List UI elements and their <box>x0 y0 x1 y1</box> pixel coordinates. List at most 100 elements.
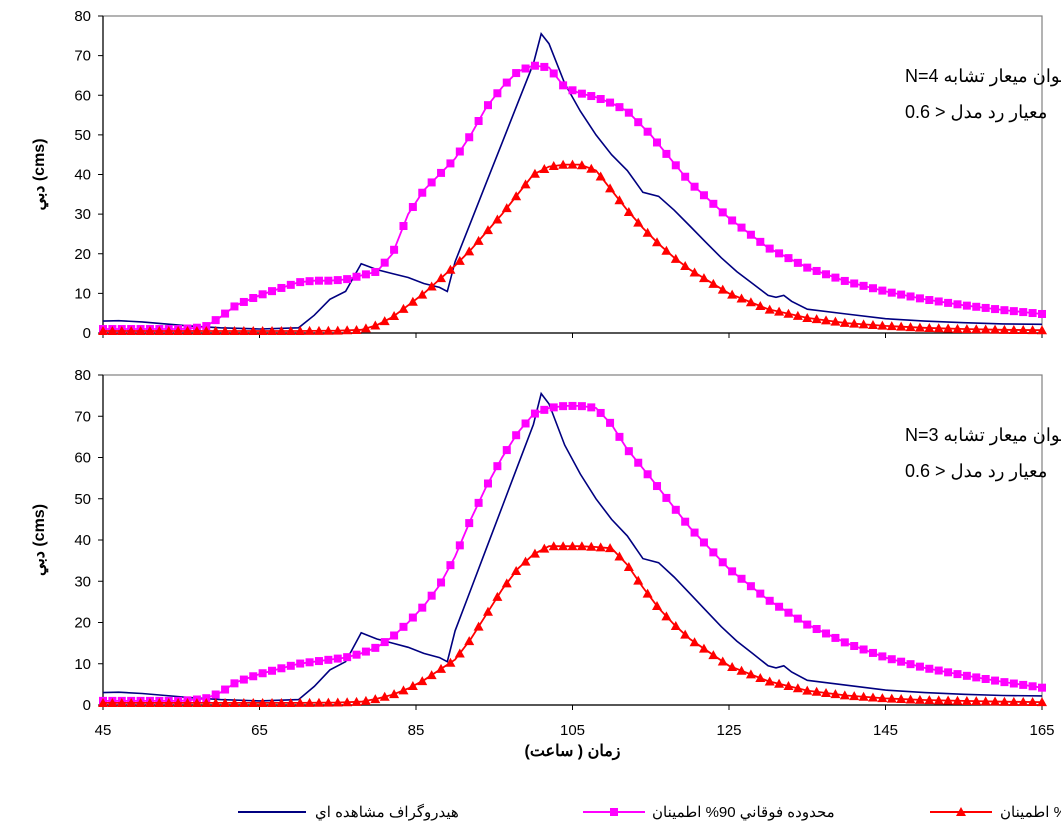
series-point <box>1009 679 1018 688</box>
series-point <box>690 182 699 191</box>
series-point <box>868 284 877 293</box>
series-point <box>699 538 708 547</box>
series-point <box>107 326 118 336</box>
series-point <box>953 300 962 309</box>
series-point <box>239 675 248 684</box>
series-point <box>313 697 324 707</box>
y-tick-label: 0 <box>83 325 91 342</box>
series-point <box>690 528 699 537</box>
series-point <box>390 245 399 254</box>
series-point <box>897 657 906 666</box>
series-point <box>333 276 342 285</box>
chart-panel-2: 0 10 20 30 40 50 60 70 80 45 65 85 105 125 145 165 دبي (… <box>31 367 1061 761</box>
series-point <box>502 78 511 87</box>
series-point <box>98 697 108 707</box>
series-point <box>426 281 437 291</box>
series-point <box>755 673 766 683</box>
series-point <box>765 596 774 605</box>
series-point <box>990 324 1001 334</box>
series-point <box>878 652 887 661</box>
annotation-line: توان ميعار تشابه N=3 <box>905 425 1061 446</box>
series-point <box>1008 324 1019 334</box>
x-tick-label: 65 <box>251 722 268 739</box>
series-point <box>727 289 738 299</box>
series-point <box>783 308 794 318</box>
legend-label: محدوده تحتاني 90% اطمينان <box>1000 804 1061 821</box>
series-point <box>1037 325 1047 335</box>
annotation-line: معيار رد مدل < 0.6 <box>905 461 1047 482</box>
series-1 <box>102 391 1043 702</box>
series-point <box>822 629 831 638</box>
annotation-line: معيار رد مدل < 0.6 <box>905 102 1047 123</box>
series-point <box>812 625 821 634</box>
series-point <box>1008 696 1019 706</box>
series-point <box>717 284 728 294</box>
series-point <box>991 676 1000 685</box>
series-line <box>103 163 1043 332</box>
series-point <box>661 245 672 255</box>
series-point <box>681 517 690 526</box>
series-point <box>229 326 240 336</box>
series-point <box>924 322 935 332</box>
series-point <box>1038 309 1046 318</box>
y-tick-label: 60 <box>74 87 91 104</box>
series-point <box>314 276 323 285</box>
y-tick-label: 50 <box>74 127 91 144</box>
series-point <box>944 668 953 677</box>
series-point <box>154 326 165 336</box>
series-point <box>1027 325 1038 335</box>
y-axis-label: دبي (cms) <box>31 138 49 210</box>
legend-marker <box>610 808 618 816</box>
series-point <box>465 133 474 142</box>
charts-layer: 0 10 20 30 40 50 60 70 80 دبي (cms) توان ميعار تشا… <box>31 8 1061 761</box>
series-point <box>407 681 418 691</box>
series-point <box>887 288 896 297</box>
series-point <box>558 159 569 169</box>
series-point <box>727 662 738 672</box>
series-point <box>774 306 785 316</box>
series-point <box>483 101 492 110</box>
y-axis-label: دبي (cms) <box>31 504 49 576</box>
series-point <box>596 408 605 417</box>
series-point <box>257 326 268 336</box>
series-point <box>248 697 259 707</box>
series-point <box>605 183 616 193</box>
series-point <box>455 147 464 156</box>
series-point <box>249 672 258 681</box>
series-point <box>999 324 1010 334</box>
series-point <box>257 697 268 707</box>
series-point <box>343 275 352 284</box>
series-point <box>1009 307 1018 316</box>
series-point <box>352 272 361 281</box>
series-point <box>549 69 558 78</box>
y-tick-label: 20 <box>74 615 91 632</box>
series-point <box>342 697 353 707</box>
series-point <box>709 548 718 557</box>
series-point <box>427 591 436 600</box>
series-point <box>745 669 756 679</box>
series-point <box>482 225 493 235</box>
series-point <box>324 655 333 664</box>
series-point <box>191 697 202 707</box>
series-point <box>652 601 663 610</box>
series-point <box>418 603 427 612</box>
series-point <box>764 304 775 314</box>
series-point <box>1019 680 1028 689</box>
series-point <box>454 255 465 265</box>
series-point <box>512 69 521 78</box>
series-point <box>268 666 277 675</box>
y-tick-label: 0 <box>83 697 91 714</box>
series-point <box>689 267 700 277</box>
series-point <box>304 697 315 707</box>
series-point <box>417 289 428 299</box>
series-point <box>662 149 671 158</box>
series-point <box>792 310 803 320</box>
series-point <box>426 670 437 680</box>
series-point <box>501 578 512 588</box>
series-point <box>1037 697 1047 707</box>
series-point <box>934 297 943 306</box>
series-point <box>802 312 813 322</box>
series-point <box>634 458 643 467</box>
series-point <box>529 168 540 178</box>
series-point <box>784 608 793 617</box>
